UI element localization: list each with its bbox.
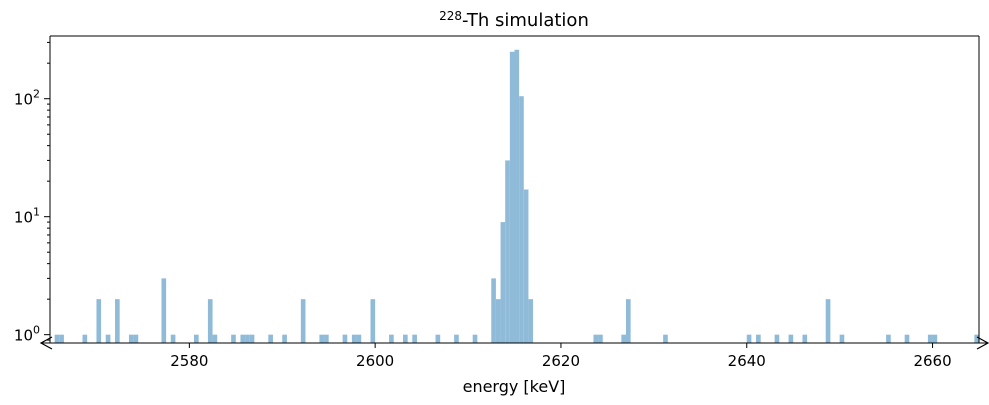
chart-title: 228-Th simulation <box>439 9 589 31</box>
histogram-bar <box>300 299 306 343</box>
histogram-bar <box>194 334 199 343</box>
histogram-bar <box>161 278 167 343</box>
histogram-bar <box>505 160 510 343</box>
y-axis-ticks: 100 101 102 <box>14 41 50 345</box>
histogram-bar <box>514 49 520 343</box>
histogram-bar <box>491 278 496 343</box>
histogram-bar <box>519 96 524 344</box>
histogram-bar <box>621 334 626 343</box>
histogram-bar <box>324 334 329 343</box>
histogram-bar <box>927 334 933 343</box>
histogram-bar <box>245 334 250 343</box>
histogram-bar <box>96 299 102 343</box>
histogram-bar <box>370 299 376 343</box>
histogram-bar <box>598 334 603 343</box>
histogram-bar <box>756 334 761 343</box>
histogram-bar <box>59 334 64 343</box>
histogram-bar <box>249 334 255 343</box>
x-tick-label: 2660 <box>913 352 951 370</box>
histogram-bar <box>412 334 417 343</box>
histogram-bar <box>472 334 478 343</box>
histogram-bar <box>839 334 845 343</box>
histogram-bar <box>663 334 668 343</box>
histogram-bar <box>319 334 325 343</box>
histogram-bar <box>207 299 213 343</box>
histogram-bar <box>240 334 246 343</box>
histogram-bar <box>128 334 134 343</box>
histogram-bar <box>788 334 794 343</box>
x-tick-label: 2600 <box>356 352 394 370</box>
x-tick-label: 2620 <box>542 352 580 370</box>
histogram-bar <box>593 334 599 343</box>
histogram-bar <box>886 334 891 343</box>
histogram-bars <box>54 49 979 344</box>
x-axis-right-arrow-icon <box>976 336 989 350</box>
histogram-bar <box>356 334 362 343</box>
histogram-bar <box>105 334 111 343</box>
x-axis-left-arrow-icon <box>39 336 53 350</box>
title-text: -Th simulation <box>462 10 589 31</box>
histogram-bar <box>342 334 348 343</box>
histogram-bar <box>435 334 441 343</box>
y-tick-label: 102 <box>14 88 40 109</box>
histogram-bar <box>403 334 408 343</box>
histogram-bar <box>625 299 631 343</box>
x-axis-ticks: 2580 2600 2620 2640 2660 <box>170 343 952 370</box>
histogram-bar <box>54 334 60 343</box>
histogram-bar <box>115 299 120 343</box>
histogram-bar <box>495 299 501 343</box>
histogram-bar <box>133 334 139 343</box>
histogram-bar <box>746 334 752 343</box>
histogram-bar <box>523 189 529 343</box>
y-tick-label: 101 <box>14 206 40 227</box>
histogram-bar <box>974 334 979 343</box>
histogram-bar <box>509 51 515 343</box>
x-tick-label: 2580 <box>170 352 208 370</box>
histogram-bar <box>82 334 88 343</box>
histogram-bar <box>231 334 236 343</box>
histogram-bar <box>454 334 459 343</box>
histogram-bar <box>774 334 780 343</box>
x-axis-label: energy [keV] <box>463 377 566 396</box>
histogram-bar <box>802 334 808 343</box>
histogram-bar <box>268 334 273 343</box>
histogram-bar <box>212 334 218 343</box>
histogram-bar <box>904 334 910 343</box>
histogram-bar <box>282 334 287 343</box>
histogram-bar <box>932 334 938 343</box>
histogram-bar <box>351 334 357 343</box>
histogram-bar <box>389 334 394 343</box>
histogram-bar <box>170 334 176 343</box>
x-tick-label: 2640 <box>728 352 766 370</box>
y-tick-label: 100 <box>14 324 40 345</box>
histogram-bar <box>825 299 831 343</box>
histogram-bar <box>528 299 534 343</box>
histogram-bar <box>500 222 506 343</box>
title-superscript: 228 <box>439 9 462 23</box>
